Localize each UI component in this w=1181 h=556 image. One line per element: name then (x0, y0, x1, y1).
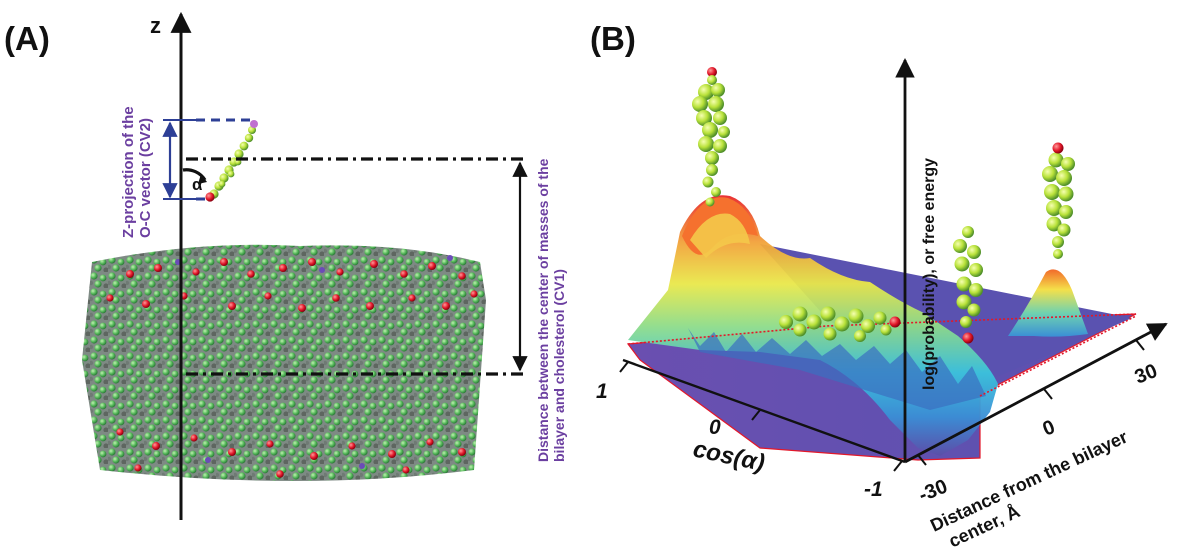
cv1-dimension (186, 157, 528, 376)
cholesterol-molecule-upright-left (692, 67, 730, 207)
cholesterol-oxygen-atom (707, 67, 717, 77)
distance-axis-ticks (917, 339, 1145, 466)
cholesterol-molecule-tilted (205, 120, 258, 202)
cos-tick-0: 0 (709, 416, 721, 439)
distance-axis (904, 322, 1168, 464)
cv1-label: Distance between the center of masses of… (535, 155, 567, 462)
cholesterol-oxygen-atom (962, 332, 974, 344)
surface-right-peak (1008, 269, 1088, 337)
vertical-axis-label: log(probability), or free energy (921, 158, 938, 390)
cholesterol-carbon-marker (250, 120, 258, 128)
cholesterol-molecule-upright-right (1042, 142, 1075, 259)
distance-tick-30: 30 (1132, 360, 1161, 389)
cos-tick-minus-1: -1 (864, 478, 883, 501)
phosphorus-atoms (175, 255, 453, 469)
alpha-label: α (192, 175, 203, 194)
panel-a: (A) (4, 11, 567, 520)
cholesterol-oxygen-atom (889, 316, 901, 328)
cos-tick-1: 1 (596, 380, 608, 403)
cholesterol-oxygen-atom (205, 192, 215, 202)
cholesterol-molecule-center-upright (953, 226, 983, 344)
distance-tick-minus-30: -30 (916, 475, 951, 506)
cholesterol-oxygen-atom (1052, 142, 1064, 154)
panel-b-label: (B) (590, 20, 636, 57)
cholesterol-molecule-lying (779, 306, 901, 342)
cos-axis-ticks (619, 361, 903, 472)
distance-tick-0: 0 (1040, 416, 1059, 441)
cv2-label: Z-projection of the O-C vector (CV2) (120, 102, 154, 238)
panel-b: (B) (590, 20, 1168, 551)
z-axis-label: z (150, 13, 161, 38)
headgroup-atoms (106, 258, 478, 478)
panel-a-label: (A) (4, 20, 50, 57)
membrane-bilayer (82, 244, 486, 481)
cos-axis (622, 358, 906, 464)
cv2-dimension (162, 118, 252, 201)
